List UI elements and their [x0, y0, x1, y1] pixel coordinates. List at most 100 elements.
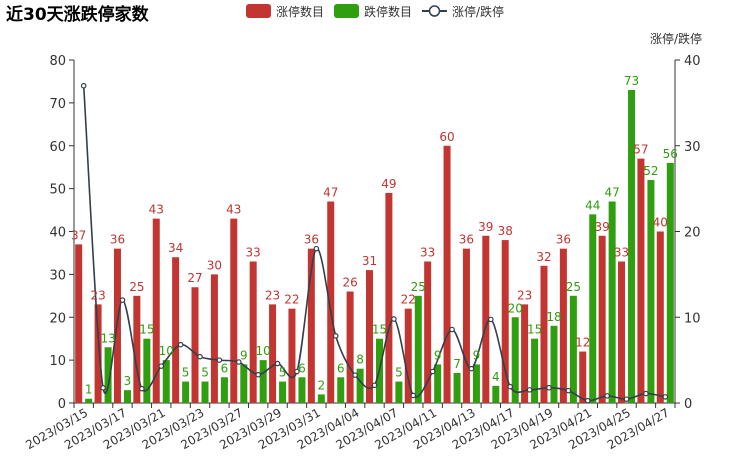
bar-label-limit-up: 33 — [420, 246, 435, 260]
bar-limit-up — [249, 261, 257, 403]
legend[interactable]: 涨停数目 跌停数目 涨停/跌停 — [246, 4, 504, 19]
bar-limit-down — [123, 390, 131, 403]
ratio-point — [604, 393, 610, 399]
bar-limit-up — [366, 270, 373, 403]
bar-limit-up — [579, 351, 587, 403]
bar-limit-up — [521, 304, 529, 403]
bar-limit-up — [230, 218, 238, 403]
bar-limit-up — [152, 218, 160, 403]
bar-label-limit-down: 7 — [453, 357, 461, 371]
bar-label-limit-down: 25 — [411, 280, 426, 294]
bar-label-limit-down: 5 — [395, 366, 403, 380]
bar-label-limit-down: 52 — [643, 164, 658, 178]
y-right-tick-label: 30 — [684, 140, 701, 155]
data-labels: 3712313363251543103452753064393310235226… — [71, 74, 678, 397]
bar-label-limit-down: 8 — [356, 353, 364, 367]
bar-label-limit-up: 36 — [459, 233, 474, 247]
bar-label-limit-up: 30 — [207, 258, 222, 272]
bar-label-limit-up: 23 — [265, 288, 280, 302]
bar-label-limit-down: 4 — [492, 370, 500, 384]
bar-label-limit-up: 37 — [71, 228, 86, 242]
bar-label-limit-down: 44 — [585, 198, 600, 212]
bar-label-limit-up: 22 — [401, 293, 416, 307]
ratio-point — [546, 384, 552, 391]
bar-limit-up — [75, 244, 83, 403]
bar-limit-up — [191, 287, 199, 403]
bar-label-limit-up: 57 — [633, 143, 648, 157]
y-left-tick-label: 0 — [58, 397, 66, 412]
bar-label-limit-up: 23 — [90, 288, 105, 302]
bar-label-limit-down: 10 — [159, 344, 174, 358]
bar-label-limit-up: 43 — [149, 203, 164, 217]
bar-limit-up — [559, 248, 567, 403]
bar-limit-down — [356, 368, 364, 403]
bar-label-limit-up: 23 — [517, 288, 532, 302]
bar-limit-up — [327, 201, 335, 403]
y-left-tick-label: 50 — [49, 183, 66, 198]
bar-limit-down — [531, 338, 539, 403]
ratio-point — [274, 360, 281, 367]
bar-label-limit-up: 36 — [304, 233, 319, 247]
bar-label-limit-down: 15 — [372, 323, 387, 337]
bar-label-limit-down: 3 — [124, 374, 132, 388]
y-left-tick-label: 40 — [49, 226, 66, 241]
bar-label-limit-down: 13 — [100, 331, 115, 345]
ratio-point — [177, 341, 184, 348]
bar-limit-up — [656, 231, 664, 403]
bar-label-limit-up: 47 — [323, 185, 338, 199]
ratio-point — [352, 372, 358, 378]
bar-label-limit-up: 36 — [556, 233, 571, 247]
bar-limit-down — [608, 201, 616, 403]
y-left-tick-label: 10 — [49, 354, 66, 369]
bar-label-limit-down: 6 — [298, 361, 306, 375]
chart-title: 近30天涨跌停家数 — [6, 4, 150, 25]
ratio-point — [429, 368, 436, 375]
bar-limit-up — [172, 257, 180, 403]
legend-item-limit-up[interactable]: 涨停数目 — [246, 4, 324, 19]
ratio-point — [468, 365, 475, 372]
bar-limit-down — [182, 381, 190, 403]
ratio-point — [235, 359, 242, 365]
legend-label-limit-up: 涨停数目 — [276, 4, 324, 19]
bar-limit-up — [307, 248, 315, 403]
bar-limit-down — [414, 295, 422, 403]
bar-limit-down — [162, 360, 170, 403]
bar-limit-down — [104, 347, 112, 403]
ratio-point — [255, 371, 261, 378]
y-right-tick-label: 20 — [684, 226, 701, 241]
bar-label-limit-down: 6 — [337, 361, 345, 375]
bar-limit-up — [133, 295, 141, 403]
bar-label-limit-up: 39 — [478, 220, 493, 234]
bar-label-limit-up: 36 — [110, 233, 125, 247]
bar-limit-up — [501, 240, 509, 403]
bar-limit-down — [240, 364, 248, 403]
bar-limit-down — [511, 317, 519, 403]
bar-label-limit-up: 39 — [595, 220, 610, 234]
legend-swatch-limit-up — [246, 4, 271, 18]
legend-item-limit-down[interactable]: 跌停数目 — [334, 4, 412, 19]
bar-label-limit-down: 6 — [221, 361, 229, 375]
bar-limit-down — [434, 364, 442, 403]
bar-limit-down — [298, 377, 306, 403]
bar-label-limit-down: 9 — [240, 348, 248, 362]
ratio-point — [488, 316, 494, 323]
bar-limit-up — [598, 235, 606, 403]
bar-label-limit-up: 12 — [575, 336, 590, 350]
ratio-point — [158, 363, 165, 369]
bar-limit-up — [404, 308, 412, 403]
legend-swatch-limit-down — [334, 4, 359, 18]
y-left-tick-label: 30 — [49, 268, 66, 283]
y-right-tick-label: 0 — [684, 397, 692, 412]
bar-limit-down — [259, 360, 267, 403]
ratio-point — [449, 326, 455, 333]
bar-limit-up — [482, 235, 490, 403]
ratio-point — [197, 353, 203, 360]
right-axis-label: 涨停/跌停 — [650, 31, 702, 46]
bar-limit-up — [94, 304, 102, 403]
bar-label-limit-down: 18 — [546, 310, 561, 324]
bar-limit-down — [143, 338, 151, 403]
bar-limit-down — [201, 381, 209, 403]
legend-item-ratio[interactable]: 涨停/跌停 — [422, 4, 504, 19]
bar-limit-up — [424, 261, 432, 403]
